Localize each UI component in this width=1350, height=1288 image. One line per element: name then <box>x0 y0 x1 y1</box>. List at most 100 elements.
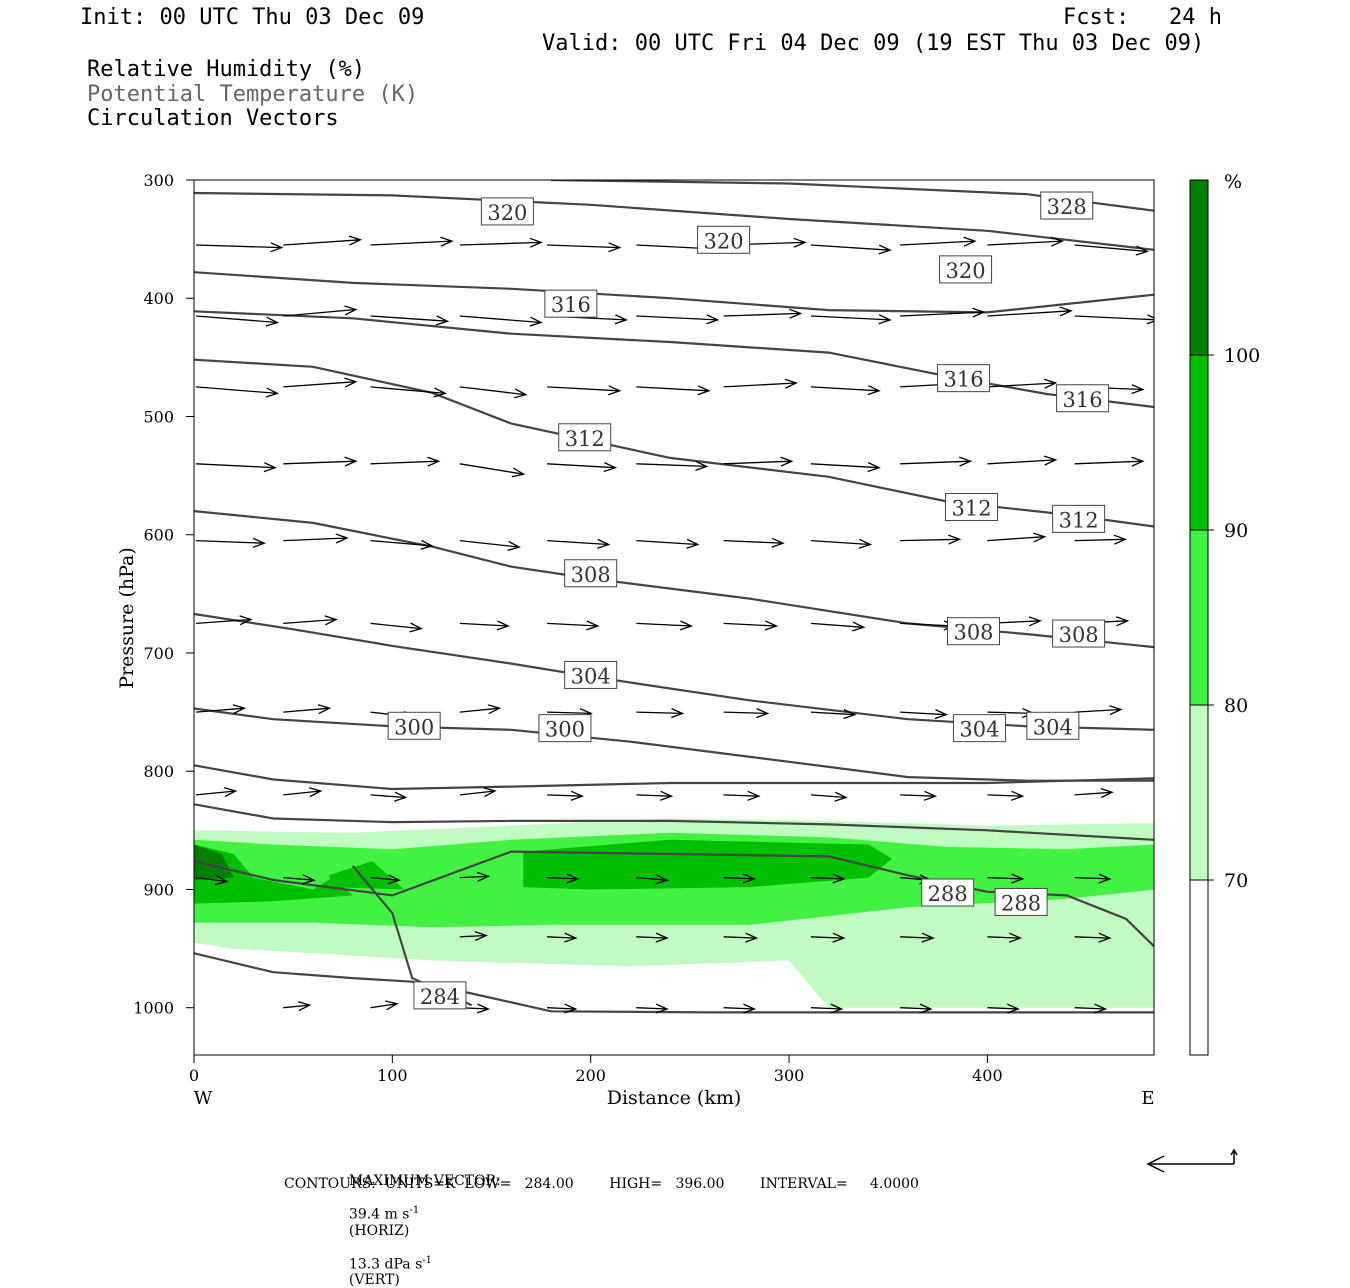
circulation-vector <box>810 538 873 549</box>
init-time: Init: 00 UTC Thu 03 Dec 09 <box>80 5 425 30</box>
x-tick-label: 200 <box>575 1066 606 1085</box>
circulation-vector <box>723 378 798 389</box>
circulation-vector <box>283 305 358 317</box>
circulation-vector <box>810 462 881 473</box>
contour-label: 312 <box>565 427 605 451</box>
circulation-vector <box>723 873 757 884</box>
circulation-vector <box>1074 873 1112 884</box>
colorbar-segment <box>1190 530 1208 705</box>
theta-contour-300 <box>194 707 1154 782</box>
circulation-vector <box>636 314 720 325</box>
circulation-vector <box>459 704 502 715</box>
contour-label-box <box>921 878 975 907</box>
circulation-vector <box>810 385 881 396</box>
contour-label-box <box>413 981 467 1010</box>
reference-vector-icon <box>1146 1148 1238 1173</box>
colorbar-segment <box>1190 180 1208 355</box>
y-tick-label: 700 <box>143 644 174 663</box>
circulation-vector <box>1074 314 1154 325</box>
circulation-vector <box>370 315 450 326</box>
x-tick-label: 400 <box>972 1066 1003 1085</box>
circulation-vector <box>370 386 448 398</box>
contour-label: 308 <box>571 563 611 587</box>
circulation-vector <box>459 930 488 942</box>
theta-contour-316 <box>194 310 1154 409</box>
contour-label: 316 <box>944 368 984 392</box>
max-vector-label: MAXIMUM VECTOR: <box>348 1173 501 1189</box>
circulation-vector <box>370 236 454 247</box>
circulation-vector <box>1074 244 1150 256</box>
field-rh: Relative Humidity (%) <box>87 57 366 82</box>
circulation-vector <box>900 1003 933 1014</box>
circulation-vector <box>723 456 794 467</box>
circulation-vector <box>547 462 618 473</box>
circulation-vector <box>723 537 785 548</box>
circulation-vector <box>987 790 1025 801</box>
plot-frame <box>193 179 1155 1056</box>
contour-label-box <box>387 711 441 740</box>
contour-label: 288 <box>928 882 968 906</box>
colorbar-frame <box>1189 179 1209 1056</box>
theta-contour-320 <box>194 271 1154 314</box>
circulation-vector <box>636 708 685 719</box>
circulation-vector <box>195 386 280 398</box>
circulation-vector <box>1074 787 1114 799</box>
contour-label-box <box>1052 619 1106 648</box>
y-axis-label: Pressure (hPa) <box>116 547 138 689</box>
colorbar-label: 90 <box>1224 520 1248 542</box>
contour-label: 320 <box>704 229 744 253</box>
circulation-vector <box>195 315 280 327</box>
circulation-vector <box>900 534 962 545</box>
circulation-vector <box>900 709 949 720</box>
circulation-vector <box>900 456 973 467</box>
circulation-vector <box>900 790 938 801</box>
circulation-vector <box>636 620 694 631</box>
contour-label: 300 <box>545 718 585 742</box>
cross-section-chart: 328 320 320 320 316 316 316 312 312 312 308 308 308 3… <box>116 171 1260 1173</box>
y-tick-label: 600 <box>143 526 174 545</box>
circulation-vector <box>195 704 247 715</box>
circulation-vector <box>459 871 491 882</box>
circulation-vector <box>723 932 759 943</box>
circulation-vector <box>636 790 674 801</box>
x-tick-label: 300 <box>774 1066 805 1085</box>
rh-region-90 <box>328 861 405 890</box>
colorbar-label: 100 <box>1224 345 1260 367</box>
circulation-vector <box>636 385 711 396</box>
x-side-west: W <box>194 1088 213 1109</box>
circulation-vector <box>723 708 770 719</box>
max-vector-horiz: 39.4 m s <box>348 1206 410 1223</box>
circulation-vector <box>987 932 1023 943</box>
circulation-vector <box>723 790 761 801</box>
contour-label: 312 <box>1059 508 1099 532</box>
contour-label-box <box>564 660 618 689</box>
contour-label: 284 <box>420 985 460 1009</box>
colorbar-segment <box>1190 355 1208 530</box>
circulation-vector <box>810 314 892 325</box>
circulation-vector <box>810 873 846 884</box>
circulation-vector <box>1074 1003 1108 1014</box>
colorbar-segment <box>1190 705 1208 880</box>
circulation-vector <box>810 244 892 255</box>
contour-label-box <box>1026 711 1080 740</box>
rh-region-90 <box>194 844 353 904</box>
y-tick-label: 300 <box>143 171 174 190</box>
circulation-vector <box>900 236 977 247</box>
circulation-vector <box>370 456 441 467</box>
circulation-vector <box>1074 705 1123 716</box>
circulation-vector <box>547 242 622 253</box>
forecast-hour: Fcst: 24 h <box>1063 5 1222 30</box>
circulation-vector <box>723 1003 757 1014</box>
circulation-vector <box>987 455 1058 466</box>
circulation-vector <box>900 307 986 318</box>
contour-info: CONTOURS: UNITS=K LOW= 284.00 HIGH= 396.… <box>284 1176 919 1192</box>
circulation-vector <box>1074 932 1112 943</box>
circulation-vector <box>987 378 1058 389</box>
circulation-vector <box>283 787 323 798</box>
circulation-vector <box>283 704 332 715</box>
circulation-vector <box>195 242 284 253</box>
circulation-vector <box>723 308 803 319</box>
circulation-vector <box>459 463 526 478</box>
contour-label-box <box>558 423 612 452</box>
y-tick-label: 500 <box>143 407 174 426</box>
